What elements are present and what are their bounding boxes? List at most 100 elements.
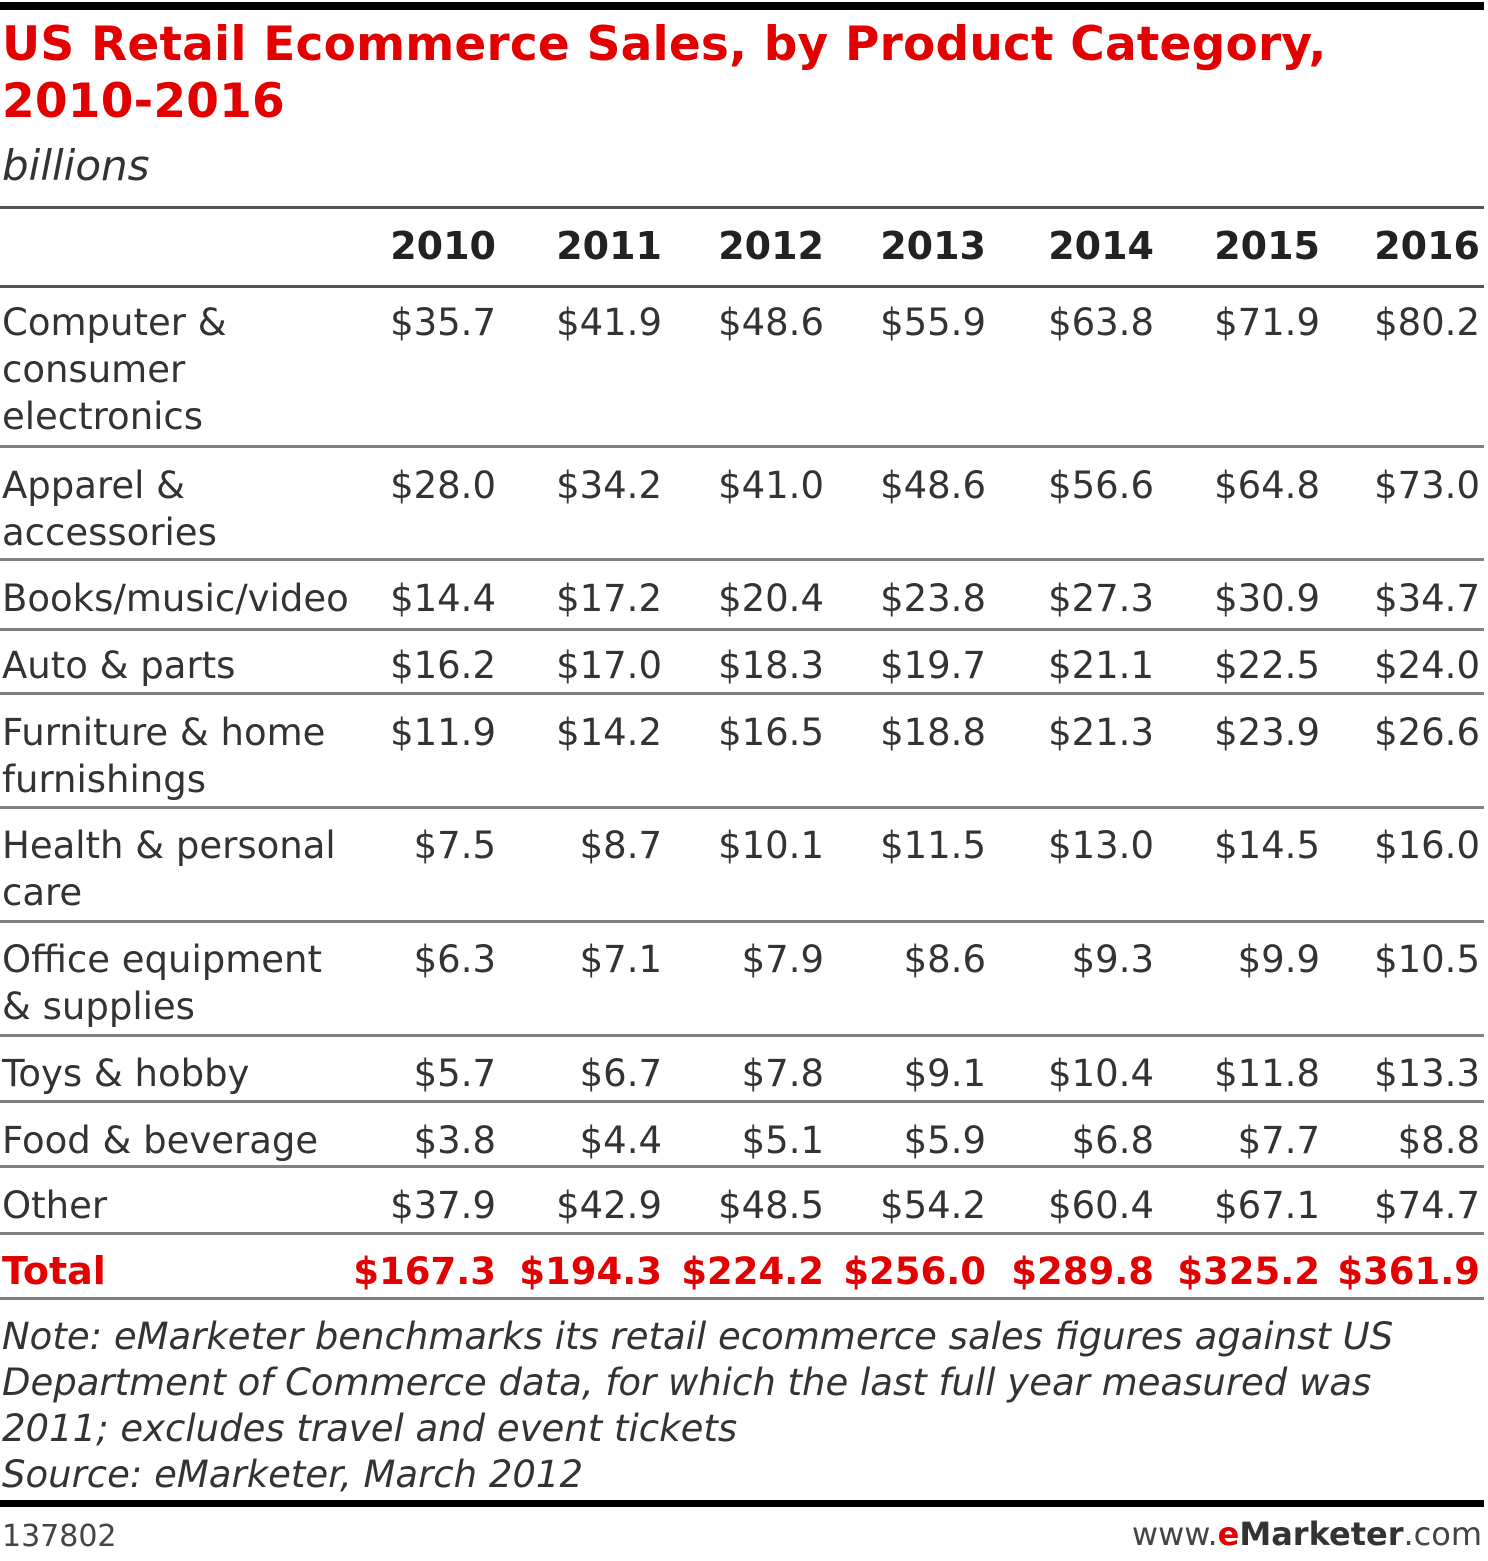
- table-cell: $23.8: [880, 577, 986, 620]
- row-divider: [0, 806, 1484, 809]
- column-header: 2016: [1374, 224, 1480, 268]
- row-category: Auto & parts: [2, 644, 236, 687]
- row-divider: [0, 692, 1484, 695]
- row-divider: [0, 1100, 1484, 1103]
- row-divider: [0, 445, 1484, 448]
- column-header: 2015: [1214, 224, 1320, 268]
- chart-id: 137802: [2, 1519, 117, 1554]
- table-cell: $27.3: [1048, 577, 1154, 620]
- table-cell: $18.3: [718, 644, 824, 687]
- total-cell: $289.8: [1011, 1250, 1154, 1293]
- brand-prefix: www.: [1131, 1515, 1218, 1553]
- table-cell: $10.4: [1048, 1052, 1154, 1095]
- row-divider: [0, 1034, 1484, 1037]
- table-cell: $71.9: [1214, 301, 1320, 344]
- table-cell: $13.0: [1048, 824, 1154, 867]
- table-cell: $34.2: [556, 464, 662, 507]
- table-cell: $11.8: [1214, 1052, 1320, 1095]
- table-cell: $13.3: [1374, 1052, 1480, 1095]
- table-cell: $4.4: [579, 1119, 662, 1162]
- table-cell: $54.2: [880, 1184, 986, 1227]
- row-divider: [0, 1297, 1484, 1300]
- table-cell: $26.6: [1374, 711, 1480, 754]
- row-category: Furniture & home furnishings: [2, 711, 326, 801]
- brand-e: e: [1217, 1515, 1240, 1553]
- row-category: Toys & hobby: [2, 1052, 250, 1095]
- table-cell: $18.8: [880, 711, 986, 754]
- total-cell: $167.3: [353, 1250, 496, 1293]
- table-cell: $23.9: [1214, 711, 1320, 754]
- total-cell: $325.2: [1177, 1250, 1320, 1293]
- table-cell: $30.9: [1214, 577, 1320, 620]
- total-cell: $224.2: [681, 1250, 824, 1293]
- row-divider: [0, 285, 1484, 288]
- table-cell: $22.5: [1214, 644, 1320, 687]
- table-cell: $17.0: [556, 644, 662, 687]
- table-cell: $24.0: [1374, 644, 1480, 687]
- table-cell: $14.5: [1214, 824, 1320, 867]
- table-cell: $64.8: [1214, 464, 1320, 507]
- table-cell: $11.9: [390, 711, 496, 754]
- table-cell: $7.7: [1237, 1119, 1320, 1162]
- table-cell: $34.7: [1374, 577, 1480, 620]
- total-cell: $256.0: [843, 1250, 986, 1293]
- table-cell: $8.7: [579, 824, 662, 867]
- top-rule: [0, 2, 1484, 10]
- brand-url: www.eMarketer.com: [1132, 1514, 1482, 1554]
- table-cell: $35.7: [390, 301, 496, 344]
- brand-name: Marketer: [1239, 1515, 1404, 1553]
- chart-subtitle: billions: [2, 141, 150, 190]
- total-cell: $194.3: [519, 1250, 662, 1293]
- table-cell: $5.7: [413, 1052, 496, 1095]
- column-header: 2012: [718, 224, 824, 268]
- table-cell: $48.5: [718, 1184, 824, 1227]
- table-cell: $48.6: [880, 464, 986, 507]
- row-category: Apparel & accessories: [2, 464, 217, 554]
- row-divider: [0, 920, 1484, 923]
- table-cell: $6.3: [413, 938, 496, 981]
- table-cell: $19.7: [880, 644, 986, 687]
- table-cell: $60.4: [1048, 1184, 1154, 1227]
- row-category: Food & beverage: [2, 1119, 319, 1162]
- table-cell: $9.9: [1237, 938, 1320, 981]
- row-category: Health & personal care: [2, 824, 336, 914]
- table-cell: $28.0: [390, 464, 496, 507]
- chart-title: US Retail Ecommerce Sales, by Product Ca…: [2, 17, 1327, 129]
- table-cell: $42.9: [556, 1184, 662, 1227]
- row-category: Computer & consumer electronics: [2, 301, 227, 438]
- table-cell: $16.0: [1374, 824, 1480, 867]
- row-divider: [0, 1165, 1484, 1168]
- table-cell: $16.5: [718, 711, 824, 754]
- table-cell: $48.6: [718, 301, 824, 344]
- row-divider: [0, 206, 1484, 209]
- table-cell: $8.8: [1397, 1119, 1480, 1162]
- table-cell: $21.1: [1048, 644, 1154, 687]
- table-cell: $3.8: [413, 1119, 496, 1162]
- row-category: Books/music/video: [2, 577, 349, 620]
- table-cell: $80.2: [1374, 301, 1480, 344]
- table-cell: $20.4: [718, 577, 824, 620]
- bottom-rule: [0, 1500, 1484, 1507]
- table-cell: $17.2: [556, 577, 662, 620]
- table-cell: $8.6: [903, 938, 986, 981]
- table-cell: $6.8: [1071, 1119, 1154, 1162]
- table-cell: $7.9: [741, 938, 824, 981]
- table-cell: $41.0: [718, 464, 824, 507]
- table-cell: $10.5: [1374, 938, 1480, 981]
- row-divider: [0, 558, 1484, 561]
- column-header: 2013: [880, 224, 986, 268]
- table-cell: $73.0: [1374, 464, 1480, 507]
- table-cell: $63.8: [1048, 301, 1154, 344]
- total-cell: $361.9: [1337, 1250, 1480, 1293]
- row-category: Other: [2, 1184, 108, 1227]
- table-cell: $67.1: [1214, 1184, 1320, 1227]
- row-divider: [0, 1232, 1484, 1235]
- table-cell: $16.2: [390, 644, 496, 687]
- table-cell: $5.1: [741, 1119, 824, 1162]
- table-cell: $14.2: [556, 711, 662, 754]
- source-text: Source: eMarketer, March 2012: [2, 1453, 584, 1496]
- column-header: 2011: [556, 224, 662, 268]
- row-divider: [0, 628, 1484, 631]
- brand-suffix: .com: [1403, 1515, 1482, 1553]
- table-cell: $74.7: [1374, 1184, 1480, 1227]
